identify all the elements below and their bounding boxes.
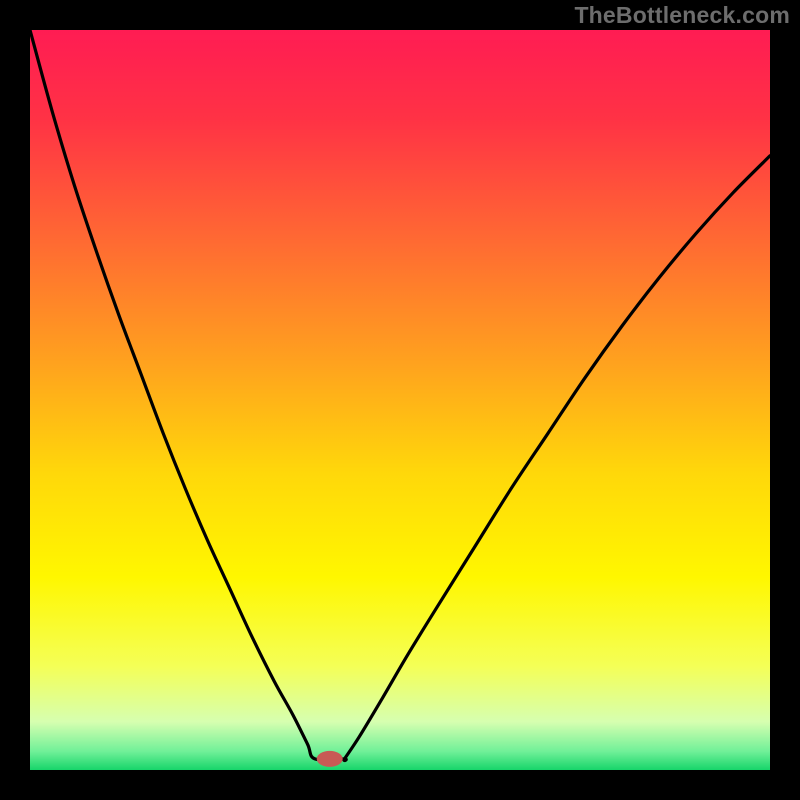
chart-stage: TheBottleneck.com [0,0,800,800]
plot-gradient-background [30,30,770,770]
bottleneck-chart [0,0,800,800]
optimal-point-marker [317,751,343,767]
